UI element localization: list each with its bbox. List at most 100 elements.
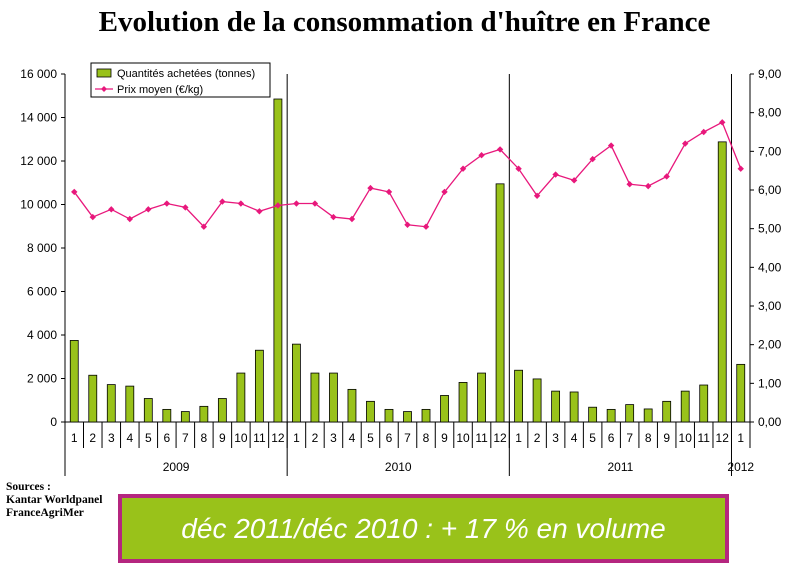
quantity-bar (421, 408, 431, 423)
price-point (145, 206, 152, 213)
quantity-bar (606, 408, 616, 423)
price-point (441, 188, 448, 196)
price-point (626, 181, 633, 188)
summary-banner: déc 2011/déc 2010 : + 17 % en volume (118, 494, 729, 563)
y-left-tick-label: 0 (50, 415, 57, 429)
quantity-bar (254, 349, 264, 423)
y-left-tick-label: 2 000 (27, 372, 57, 386)
price-point (311, 200, 319, 207)
y-right-tick-label: 8,00 (758, 106, 782, 120)
price-point (570, 177, 578, 184)
x-tick-label: 9 (663, 431, 670, 445)
quantity-bar (588, 406, 598, 423)
quantity-bar (403, 411, 412, 423)
price-point (644, 182, 652, 190)
price-point (663, 173, 670, 180)
quantity-bar (514, 369, 523, 423)
quantity-bar (347, 388, 357, 423)
quantity-bar (366, 400, 375, 423)
price-point (533, 192, 541, 199)
year-label: 2010 (385, 460, 412, 474)
y-right-tick-label: 1,00 (758, 376, 782, 390)
quantity-bar (384, 408, 394, 423)
x-tick-label: 7 (626, 431, 633, 445)
quantity-bar (569, 391, 579, 423)
price-point (274, 202, 282, 209)
quantity-bar (643, 408, 653, 423)
price-point (515, 165, 522, 172)
price-point (589, 155, 596, 163)
x-tick-label: 4 (349, 431, 356, 445)
price-point (459, 165, 467, 172)
y-left-tick-label: 12 000 (20, 154, 57, 168)
x-tick-label: 4 (571, 431, 578, 445)
price-point (256, 208, 263, 215)
summary-banner-text: déc 2011/déc 2010 : + 17 % en volume (181, 512, 666, 544)
quantity-bar (717, 141, 727, 423)
x-tick-label: 10 (234, 431, 248, 445)
x-tick-label: 1 (293, 431, 300, 445)
price-point (348, 215, 356, 223)
sources-line-kantar: Kantar Worldpanel (6, 494, 103, 506)
x-tick-label: 12 (716, 431, 730, 445)
chart-area: 0 2 000 4 000 6 000 8 000 10 000 12 000 14 000 1… (20, 62, 782, 476)
x-tick-label: 1 (515, 431, 522, 445)
x-tick-label: 10 (679, 431, 693, 445)
x-tick-label: 3 (108, 431, 115, 445)
quantity-bar (236, 372, 246, 423)
x-tick-label: 2 (89, 431, 96, 445)
x-tick-label: 4 (126, 431, 133, 445)
quantity-bar (106, 384, 116, 423)
year-label: 2009 (163, 460, 190, 474)
x-tick-label: 12 (271, 431, 285, 445)
chart-title: Evolution de la consommation d'huître en… (98, 6, 711, 38)
quantity-bar (329, 372, 338, 423)
price-point (719, 119, 726, 126)
x-tick-label: 11 (253, 431, 266, 445)
quantity-bar (551, 390, 561, 423)
y-right-tick-label: 9,00 (758, 67, 782, 81)
legend-line-marker (101, 86, 107, 92)
y-right-tick-label: 6,00 (758, 183, 782, 197)
x-tick-label: 1 (71, 431, 78, 445)
legend-box (90, 62, 271, 98)
sources-line-franceagrimer: FranceAgriMer (6, 507, 84, 519)
y-right-tick-label: 3,00 (758, 299, 782, 313)
quantity-bar (495, 183, 505, 423)
y-left-tick-label: 14 000 (20, 111, 57, 125)
y-right-tick-label: 0,00 (758, 415, 782, 429)
legend-label-price: Prix moyen (€/kg) (117, 84, 203, 96)
price-point (737, 165, 744, 172)
x-tick-label: 1 (737, 431, 744, 445)
x-tick-label: 10 (456, 431, 470, 445)
quantity-bar (69, 340, 79, 423)
x-tick-label: 7 (182, 431, 189, 445)
legend-label-quantity: Quantités achetées (tonnes) (117, 68, 255, 80)
quantity-bar (88, 374, 98, 423)
price-point (607, 142, 615, 149)
price-point (126, 215, 133, 223)
price-point (89, 213, 96, 221)
y-left-tick-label: 10 000 (20, 198, 57, 212)
sources-label: Sources : (6, 481, 51, 493)
y-right-tick-label: 7,00 (758, 144, 782, 158)
quantity-bar (162, 408, 172, 423)
quantity-bar (217, 398, 227, 423)
x-tick-label: 3 (552, 431, 559, 445)
price-point (200, 223, 208, 230)
price-point (163, 200, 171, 207)
quantity-bar (625, 404, 635, 423)
x-tick-label: 2 (534, 431, 541, 445)
price-point (682, 140, 689, 147)
x-tick-label: 5 (145, 431, 152, 445)
x-tick-label: 3 (330, 431, 337, 445)
quantity-bar (310, 372, 320, 423)
x-tick-label: 8 (645, 431, 652, 445)
price-point (330, 213, 337, 221)
y-left-tick-label: 4 000 (27, 328, 57, 342)
y-left-tick-label: 16 000 (20, 67, 57, 81)
quantity-bar (125, 385, 135, 423)
price-point (496, 146, 504, 153)
x-tick-label: 5 (367, 431, 374, 445)
x-tick-label: 8 (423, 431, 430, 445)
